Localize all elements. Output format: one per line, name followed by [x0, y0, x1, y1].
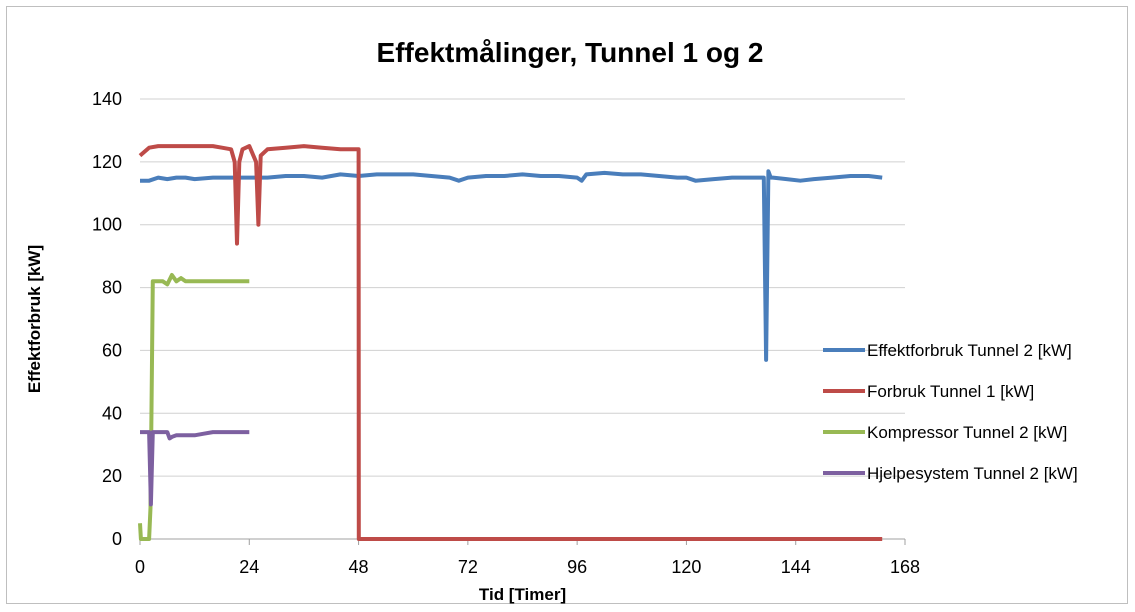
y-tick-labels: 0 20 40 60 80 100 120 140: [92, 89, 122, 549]
y-tick-label: 20: [102, 466, 122, 486]
x-tick-label: 48: [349, 557, 369, 577]
series-line-3: [140, 430, 250, 507]
series-line-2: [138, 273, 250, 541]
y-tick-label: 60: [102, 340, 122, 360]
y-tick-label: 140: [92, 89, 122, 109]
y-tick-label: 40: [102, 403, 122, 423]
x-tick-label: 120: [671, 557, 701, 577]
x-tick-label: 144: [781, 557, 811, 577]
x-tick-label: 96: [567, 557, 587, 577]
series-line-0: [140, 169, 883, 362]
y-tick-label: 80: [102, 278, 122, 298]
x-tick-labels: 0 24 48 72 96 120 144 168: [135, 539, 920, 577]
x-tick-label: 72: [458, 557, 478, 577]
x-tick-label: 168: [890, 557, 920, 577]
legend: Effektforbruk Tunnel 2 [kW] Forbruk Tunne…: [823, 341, 1078, 483]
chart-frame: [6, 6, 1128, 604]
legend-label: Kompressor Tunnel 2 [kW]: [867, 423, 1067, 442]
y-tick-label: 120: [92, 152, 122, 172]
legend-label: Forbruk Tunnel 1 [kW]: [867, 382, 1034, 401]
legend-label: Hjelpesystem Tunnel 2 [kW]: [867, 464, 1078, 483]
series-lines: [138, 144, 883, 541]
x-tick-label: 0: [135, 557, 145, 577]
chart-title: Effektmålinger, Tunnel 1 og 2: [377, 37, 764, 68]
series-line-1: [138, 144, 883, 541]
legend-label: Effektforbruk Tunnel 2 [kW]: [867, 341, 1072, 360]
y-axis-title: Effektforbruk [kW]: [25, 245, 44, 393]
x-tick-label: 24: [239, 557, 259, 577]
y-tick-label: 0: [112, 529, 122, 549]
x-axis-title: Tid [Timer]: [479, 585, 566, 604]
y-tick-label: 100: [92, 215, 122, 235]
